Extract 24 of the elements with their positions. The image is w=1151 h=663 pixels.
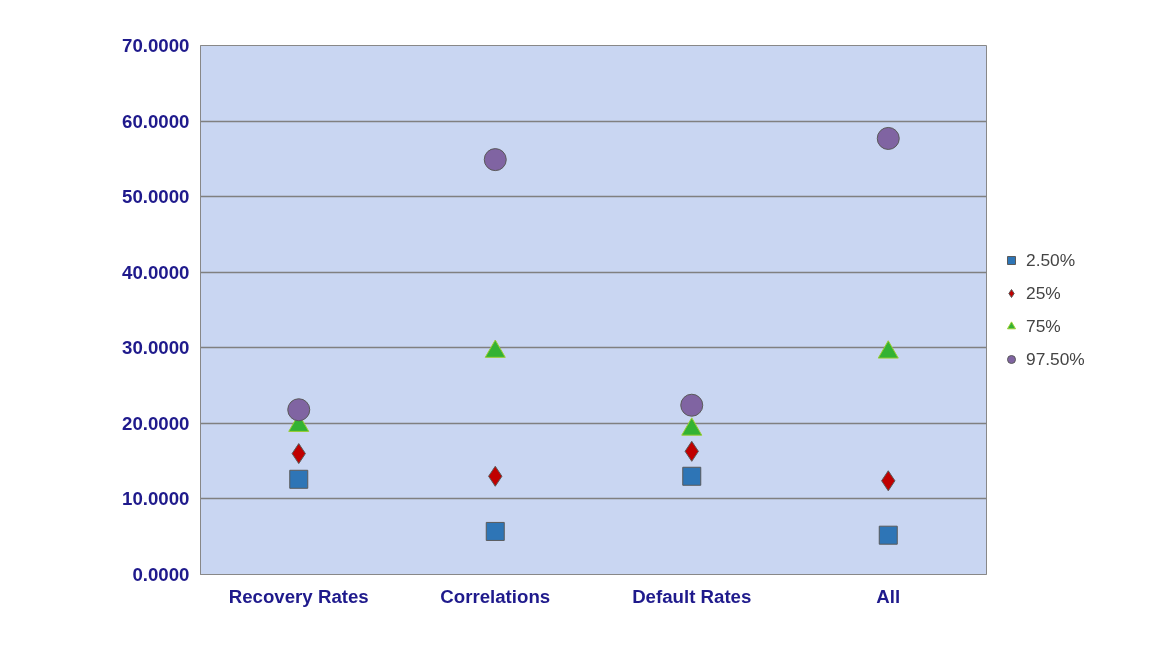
x-tick-label: Correlations [440,585,551,607]
legend-label: 75% [1026,315,1061,337]
legend-label: 2.50% [1026,249,1076,271]
point [680,393,704,417]
y-tick-label: 0.0000 [132,564,190,585]
y-tick-label: 30.0000 [122,337,190,359]
x-tick-label: Default Rates [632,585,752,607]
point [287,398,311,422]
y-tick-label: 40.0000 [122,261,190,283]
point [289,469,309,489]
legend-label: 97.50% [1026,348,1085,370]
point [682,466,702,486]
point [876,126,900,150]
y-tick-label: 50.0000 [122,186,190,208]
legend-label: 25% [1026,282,1061,304]
point [878,525,898,545]
y-tick-label: 10.0000 [122,488,190,510]
y-tick-label: 70.0000 [122,35,190,56]
point [483,148,507,172]
point [485,521,505,541]
x-tick-label: All [876,585,901,607]
y-tick-label: 60.0000 [122,110,190,132]
y-tick-label: 20.0000 [122,412,190,434]
x-tick-label: Recovery Rates [228,585,369,607]
